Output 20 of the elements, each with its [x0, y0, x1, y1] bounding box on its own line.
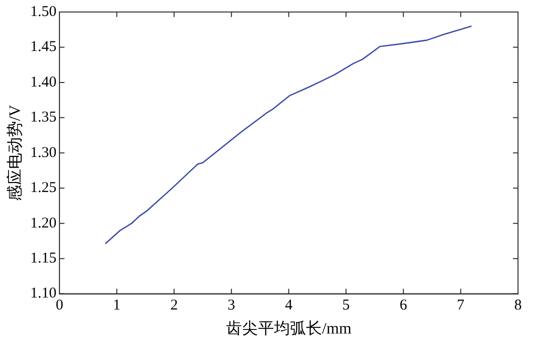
x-tick-label: 4	[284, 298, 293, 314]
x-tick-label: 5	[342, 298, 350, 314]
y-tick-label: 1.30	[30, 144, 56, 161]
y-tick-label: 1.15	[30, 250, 56, 267]
y-tick-label: 1.20	[30, 215, 56, 232]
x-axis-title: 齿尖平均弧长/mm	[226, 320, 352, 338]
x-tick-label: 7	[456, 298, 465, 314]
y-tick-label: 1.45	[30, 39, 56, 56]
y-tick-label: 1.10	[30, 286, 56, 302]
y-tick-label: 1.25	[30, 180, 56, 196]
x-tick-label: 8	[514, 298, 522, 314]
y-tick-label: 1.35	[30, 110, 56, 126]
y-tick-label: 1.50	[30, 4, 56, 20]
x-tick-label: 1	[113, 298, 121, 314]
y-axis-title: 感应电动势/V	[6, 104, 24, 201]
x-tick-label: 6	[400, 298, 408, 314]
x-tick-label: 3	[228, 298, 236, 314]
y-tick-label: 1.40	[30, 74, 56, 90]
x-tick-label: 2	[170, 298, 178, 314]
x-tick-label: 0	[56, 298, 64, 314]
